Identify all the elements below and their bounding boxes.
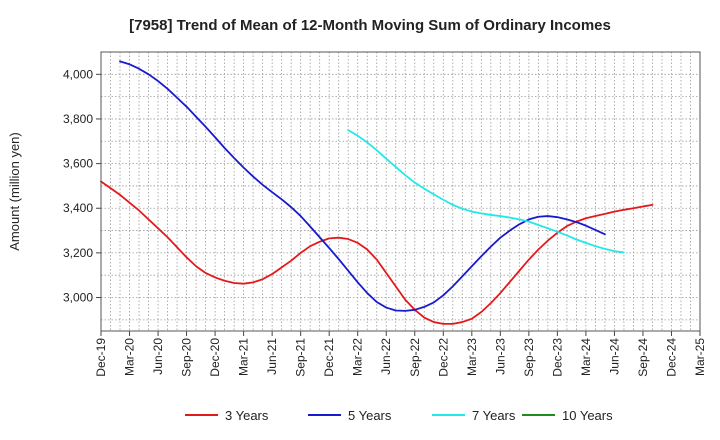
y-tick-label: 3,800	[63, 112, 93, 126]
legend-label: 5 Years	[348, 408, 392, 423]
legend-label: 3 Years	[225, 408, 269, 423]
legend: 3 Years 5 Years 7 Years 10 Years	[185, 408, 613, 423]
x-tick-label: Jun-22	[379, 338, 393, 375]
series-lines	[100, 60, 654, 325]
y-tick-label: 3,400	[63, 201, 93, 215]
series-line-3-years	[100, 180, 654, 325]
x-tick-label: Sep-22	[408, 338, 422, 377]
y-tick-label: 3,000	[63, 291, 93, 305]
x-tick-label: Sep-24	[636, 338, 650, 377]
grid	[101, 52, 700, 331]
x-tick-label: Jun-21	[265, 338, 279, 375]
y-tick-label: 3,200	[63, 246, 93, 260]
x-tick-label: Sep-23	[522, 338, 536, 377]
legend-label: 10 Years	[562, 408, 613, 423]
plot-frame	[100, 51, 701, 332]
y-tick-label: 4,000	[63, 67, 93, 81]
x-tick-label: Sep-20	[180, 338, 194, 377]
x-tick-label: Mar-21	[237, 338, 251, 376]
x-tick-label: Mar-24	[579, 338, 593, 376]
x-tick-label: Mar-25	[693, 338, 707, 376]
plot-area	[101, 52, 700, 331]
legend-label: 7 Years	[472, 408, 516, 423]
chart-title: [7958] Trend of Mean of 12-Month Moving …	[129, 17, 611, 34]
x-tick-label: Dec-23	[550, 338, 564, 377]
x-axis: Dec-19 Mar-20 Jun-20 Sep-20 Dec-20 Mar-21 Jun-…	[94, 331, 707, 377]
y-axis-label: Amount (million yen)	[7, 132, 22, 251]
y-axis: 3,000 3,200 3,400 3,600 3,800 4,000	[63, 67, 101, 305]
x-tick-label: Dec-21	[322, 338, 336, 377]
x-tick-label: Mar-20	[123, 338, 137, 376]
x-tick-label: Jun-20	[151, 338, 165, 375]
x-tick-label: Dec-24	[664, 338, 678, 377]
x-tick-label: Sep-21	[294, 338, 308, 377]
x-tick-label: Dec-20	[208, 338, 222, 377]
x-tick-label: Mar-22	[351, 338, 365, 376]
series-line-5-years	[119, 60, 606, 312]
x-tick-label: Dec-19	[94, 338, 108, 377]
x-tick-label: Mar-23	[465, 338, 479, 376]
x-tick-label: Dec-22	[436, 338, 450, 377]
y-tick-label: 3,600	[63, 157, 93, 171]
series-line-7-years	[347, 129, 625, 254]
x-tick-label: Jun-24	[607, 338, 621, 375]
x-tick-label: Jun-23	[493, 338, 507, 375]
